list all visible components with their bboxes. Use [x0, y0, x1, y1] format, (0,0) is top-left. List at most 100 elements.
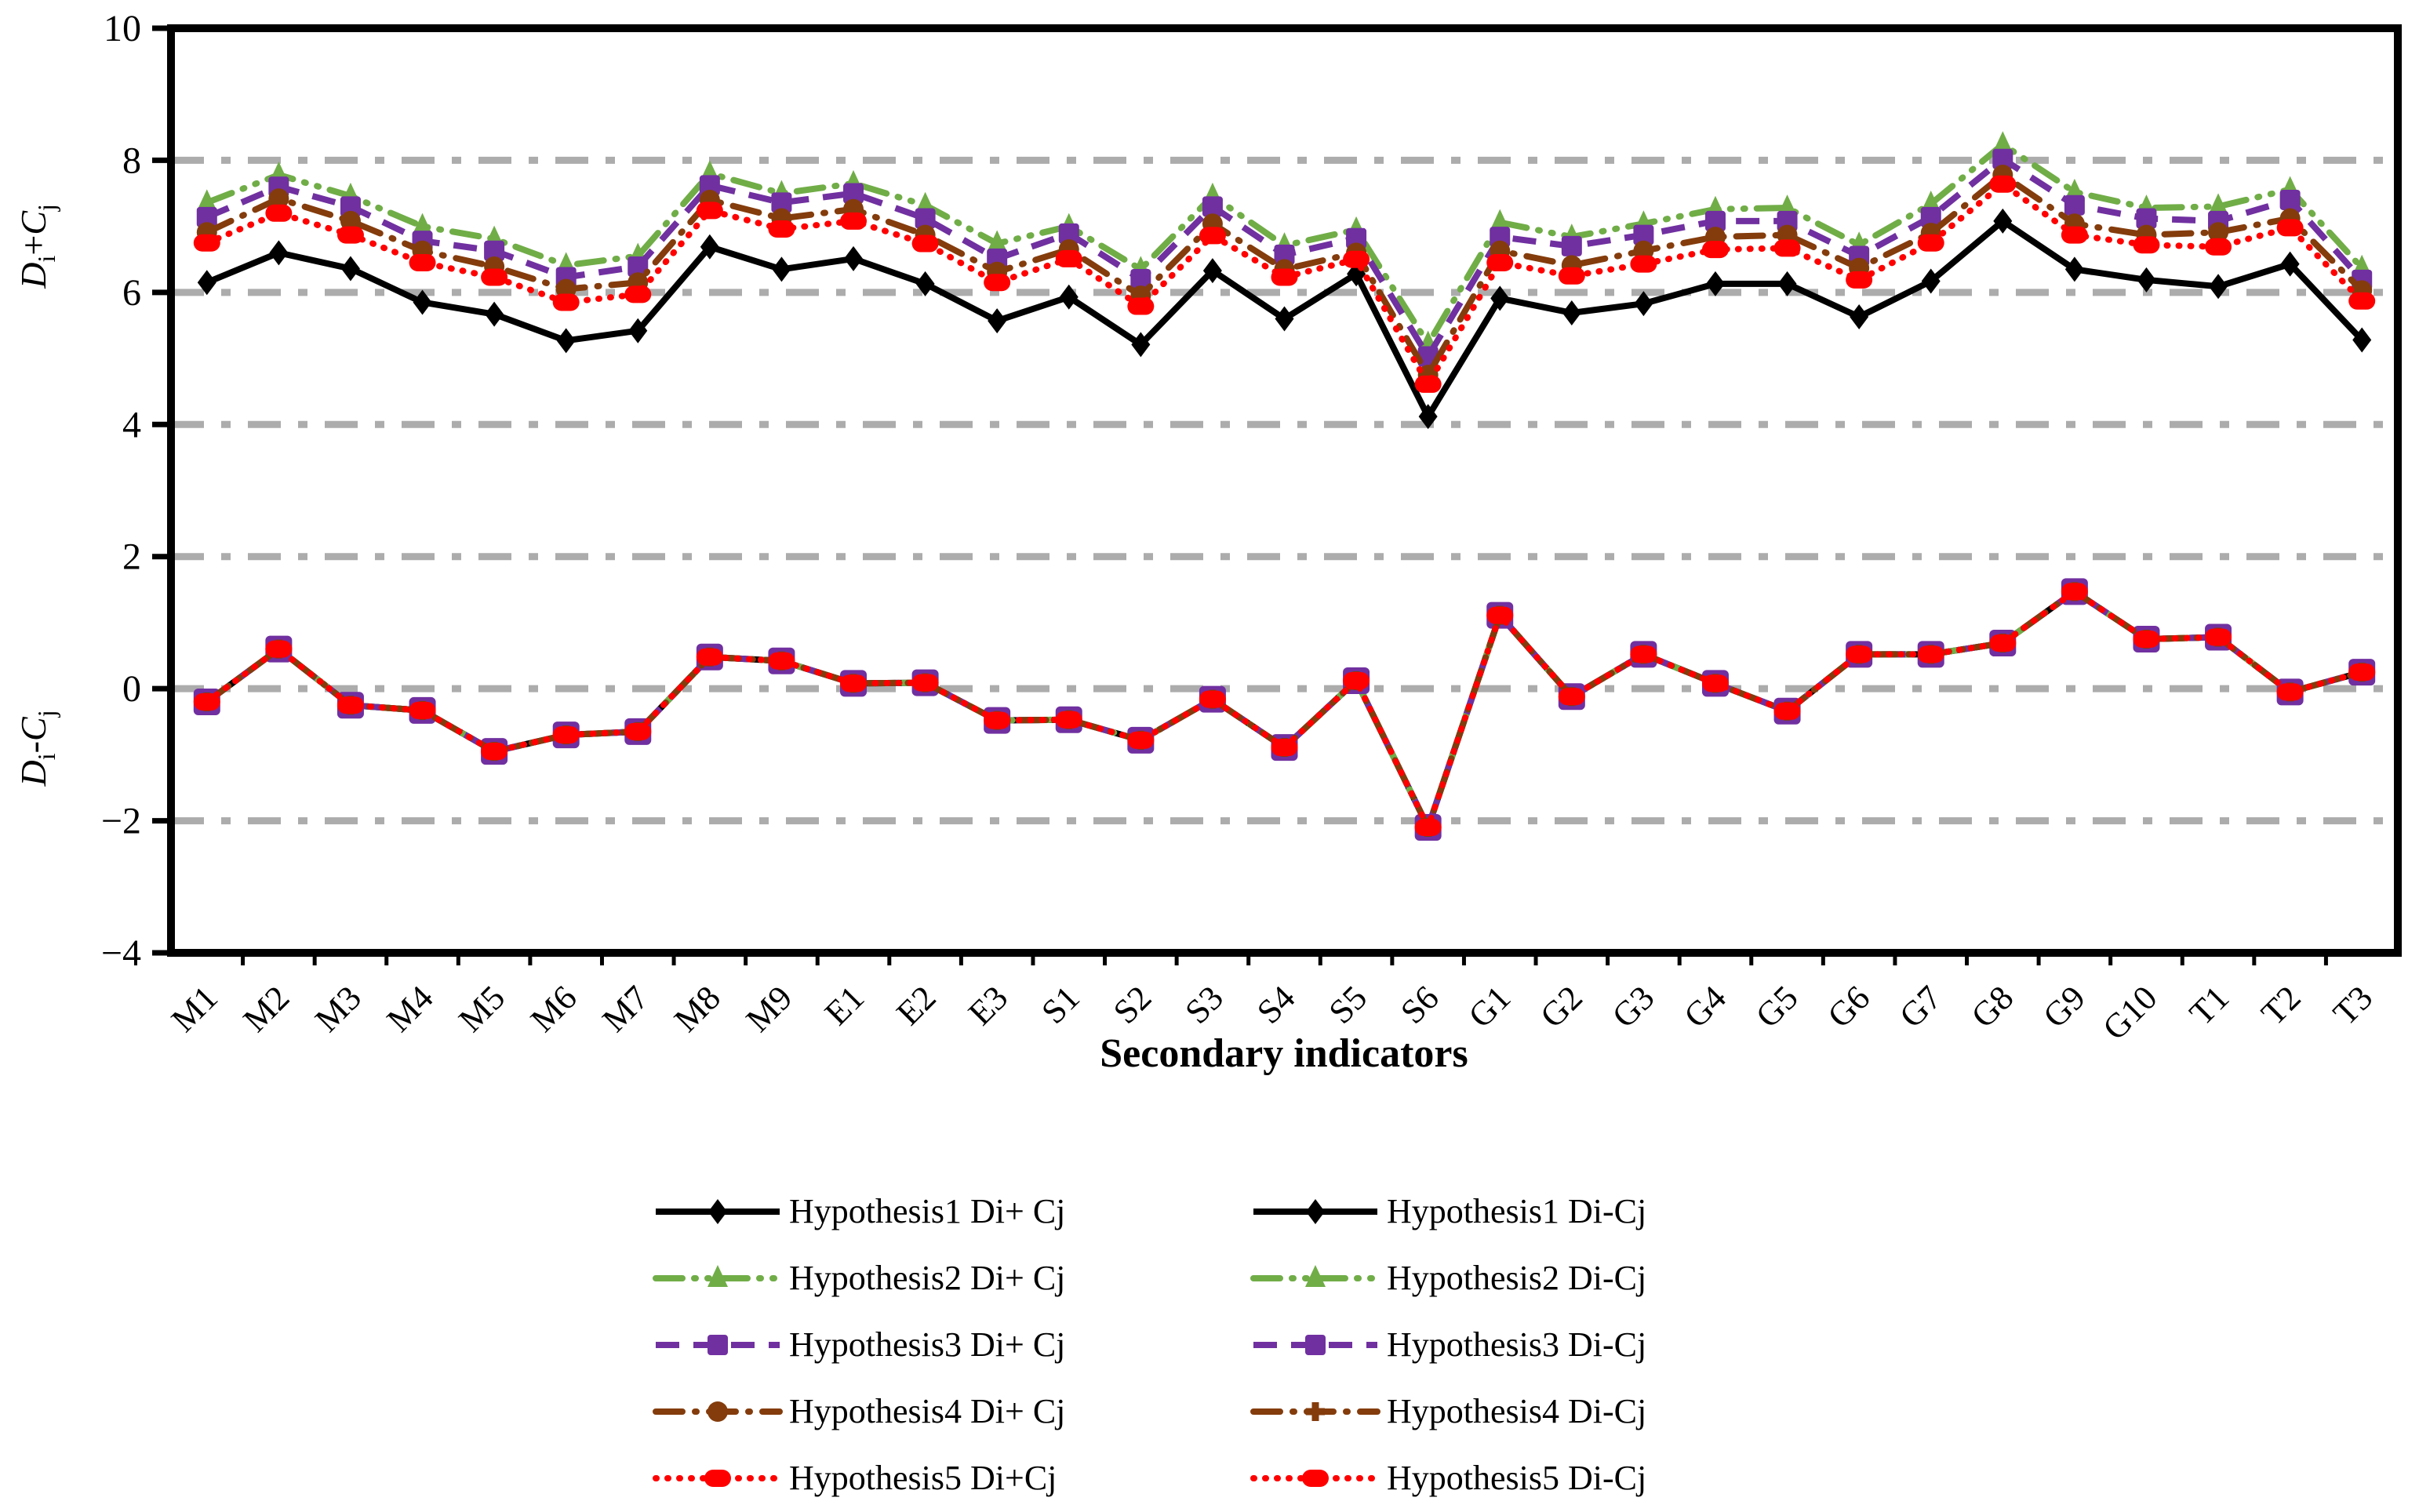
- legend-item: Hypothesis2 Di-Cj: [1249, 1245, 1846, 1311]
- marker-square: [1346, 227, 1367, 249]
- marker-square: [1305, 1334, 1326, 1355]
- marker-oval: [624, 722, 652, 740]
- series-7-line: [205, 588, 2363, 831]
- x-tick-label: S5: [1322, 978, 1375, 1031]
- marker-oval: [704, 1469, 731, 1487]
- marker-triangle: [1490, 209, 1511, 231]
- marker-square: [1274, 244, 1295, 265]
- marker-square: [1992, 148, 2013, 169]
- marker-square: [1920, 206, 1941, 227]
- x-tick-label: M3: [307, 978, 369, 1039]
- marker-triangle: [708, 1264, 728, 1287]
- marker-oval: [1630, 645, 1657, 663]
- marker-diamond: [2352, 327, 2372, 353]
- x-tick-label: G2: [1533, 978, 1590, 1035]
- marker-circle: [2208, 222, 2229, 243]
- marker-oval: [1414, 818, 1442, 836]
- series-8-line: [203, 588, 2366, 831]
- x-tick-label: G5: [1748, 978, 1806, 1035]
- x-tick-label: S6: [1393, 978, 1446, 1031]
- marker-diamond: [556, 328, 576, 354]
- marker-oval: [2133, 630, 2160, 648]
- legend-line-sample: [653, 1401, 783, 1422]
- series-6-line: [203, 588, 2366, 831]
- marker-oval: [1055, 711, 1082, 729]
- marker-diamond: [2137, 267, 2156, 293]
- x-tick-label: G6: [1821, 978, 1878, 1035]
- x-tick-label: M8: [667, 978, 728, 1039]
- marker-oval: [265, 640, 293, 658]
- x-tick-label: M4: [380, 978, 441, 1039]
- series-9-line: [203, 588, 2366, 831]
- series-5-markers: [197, 579, 2372, 840]
- marker-oval: [1414, 375, 1442, 393]
- x-tick-label: S3: [1177, 978, 1231, 1031]
- series-6-markers: [196, 578, 2373, 836]
- x-tick-label: T2: [2253, 978, 2308, 1032]
- marker-oval: [2061, 583, 2088, 601]
- marker-circle: [268, 188, 289, 209]
- marker-oval: [1630, 255, 1657, 273]
- marker-diamond: [1777, 271, 1797, 296]
- legend-line-sample: [656, 1198, 780, 1224]
- marker-oval: [1701, 674, 1729, 692]
- marker-square: [708, 1334, 728, 1355]
- marker-oval: [1199, 690, 1226, 708]
- legend-label: Hypothesis5 Di-Cj: [1387, 1459, 1647, 1497]
- marker-square: [340, 196, 361, 217]
- marker-oval: [1989, 175, 2017, 193]
- legend-line-sample: [653, 1469, 783, 1487]
- marker-diamond: [1202, 258, 1222, 284]
- marker-diamond: [1306, 1198, 1325, 1224]
- legend-swatch-hypothesis5-diminus: [1249, 1455, 1382, 1502]
- marker-square: [1058, 223, 1079, 244]
- marker-oval: [409, 253, 436, 271]
- legend-line-sample: [1250, 1469, 1380, 1487]
- y-axis-title-lower: Di-Cj: [13, 710, 60, 787]
- marker-oval: [1343, 250, 1370, 268]
- legend-label: Hypothesis3 Di+ Cj: [789, 1325, 1066, 1364]
- marker-square: [196, 206, 217, 227]
- marker-oval: [1127, 731, 1155, 749]
- marker-oval: [1486, 606, 1514, 624]
- marker-oval: [624, 285, 652, 303]
- y-axis-title-text: Di-Cj: [13, 710, 60, 787]
- marker-oval: [911, 234, 939, 253]
- legend-swatch-hypothesis3-diminus: [1249, 1321, 1382, 1368]
- marker-square: [771, 192, 792, 213]
- legend: Hypothesis1 Di+ Cj Hypothesis1 Di-Cj Hyp…: [651, 1178, 1846, 1511]
- legend-label: Hypothesis2 Di+ Cj: [789, 1259, 1066, 1297]
- x-tick-label: S2: [1106, 978, 1159, 1031]
- legend-item: Hypothesis5 Di-Cj: [1249, 1445, 1846, 1511]
- marker-oval: [1917, 234, 1944, 252]
- legend-item: Hypothesis1 Di+ Cj: [651, 1178, 1249, 1245]
- marker-oval: [2205, 238, 2232, 256]
- marker-triangle: [987, 230, 1008, 253]
- marker-diamond: [844, 245, 864, 271]
- marker-diamond: [1850, 304, 1869, 330]
- legend-line-sample: [1253, 1198, 1377, 1224]
- y-tick-label: 10: [104, 8, 141, 49]
- marker-oval: [984, 274, 1011, 292]
- marker-oval: [1773, 239, 1801, 257]
- marker-diamond: [1275, 306, 1294, 332]
- legend-line-sample: [1253, 1334, 1377, 1355]
- marker-oval: [1701, 241, 1729, 259]
- x-tick-label: E3: [961, 978, 1015, 1032]
- marker-oval: [1846, 645, 1873, 663]
- marker-oval: [768, 652, 795, 670]
- marker-square: [627, 256, 649, 278]
- marker-oval: [1302, 1469, 1329, 1487]
- marker-diamond: [915, 271, 935, 296]
- legend-item: Hypothesis2 Di+ Cj: [651, 1245, 1249, 1311]
- marker-square: [2136, 208, 2157, 229]
- marker-oval: [1343, 672, 1370, 690]
- legend-item: Hypothesis4 Di+ Cj: [651, 1378, 1249, 1445]
- x-tick-label: E1: [817, 978, 871, 1032]
- y-tick-label: 2: [122, 536, 141, 578]
- marker-plus: [1306, 1401, 1325, 1421]
- legend-label: Hypothesis1 Di+ Cj: [789, 1192, 1066, 1230]
- legend-line-sample: [653, 1264, 783, 1287]
